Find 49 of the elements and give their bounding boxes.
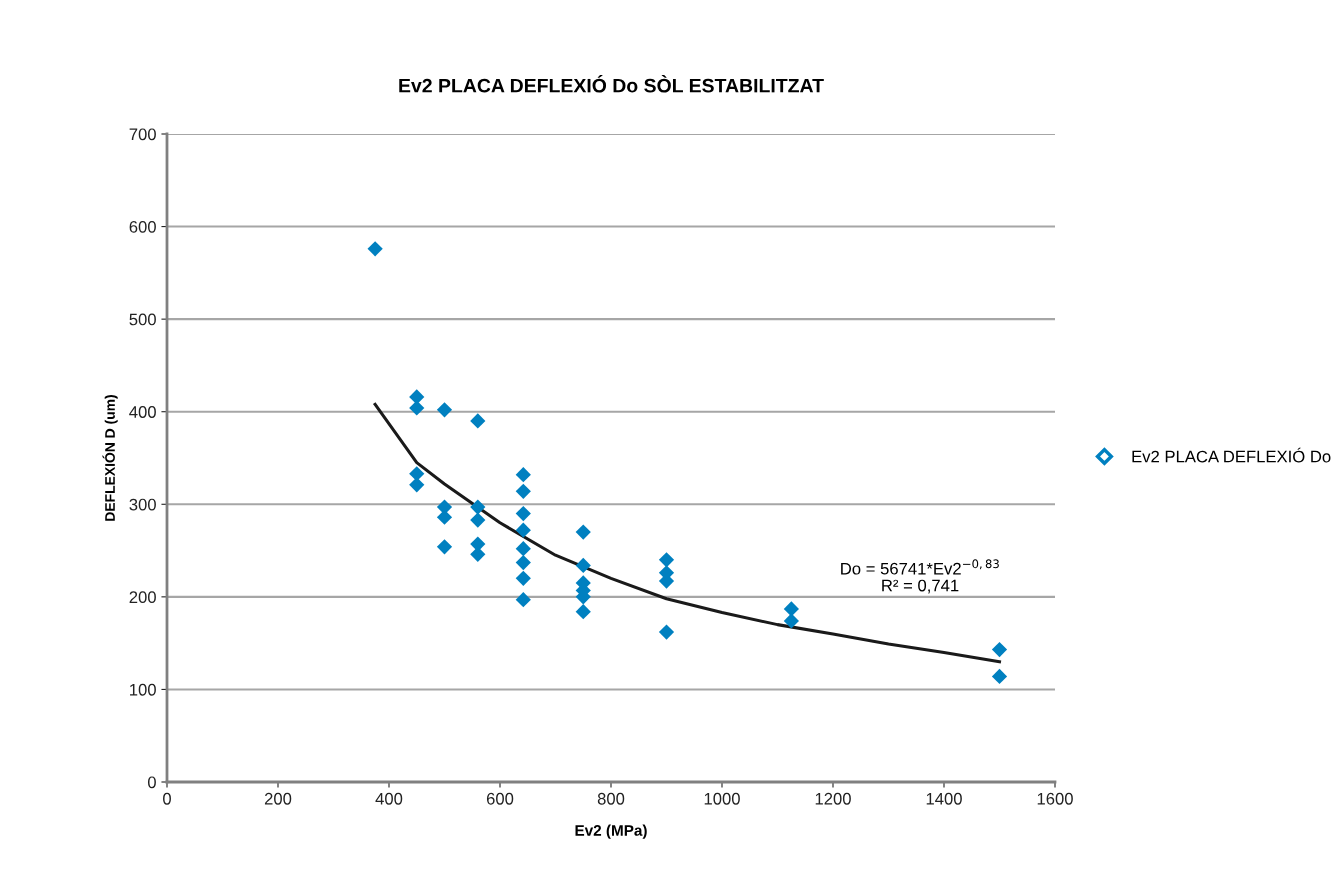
x-tick-label: 800 (597, 792, 625, 805)
point (575, 604, 591, 620)
point (783, 601, 799, 617)
x-tick-label: 1000 (704, 792, 740, 805)
x-tick-label: 1200 (815, 792, 851, 805)
point (575, 557, 591, 573)
x-tick-label: 1400 (926, 792, 962, 805)
legend-label: Ev2 PLACA DEFLEXIÓ Do (1132, 447, 1331, 463)
x-tick-label: 200 (264, 792, 292, 805)
point (409, 477, 425, 493)
point (575, 524, 591, 540)
x-tick-label: 400 (375, 792, 403, 805)
point (409, 400, 425, 416)
point (436, 402, 453, 418)
point (515, 570, 531, 586)
y-tick-label: 100 (130, 683, 156, 696)
x-tick-label: 1600 (1037, 792, 1073, 805)
point (515, 467, 531, 483)
point (991, 668, 1008, 685)
x-tick-label: 0 (163, 792, 171, 805)
point (470, 413, 486, 429)
y-tick-label: 200 (129, 591, 156, 604)
point (515, 555, 531, 571)
point (367, 241, 383, 257)
point (658, 552, 675, 568)
x-axis-title: Ev2 (MPa) (575, 824, 647, 839)
line-series (373, 402, 1002, 664)
y-tick-label: 0 (147, 776, 156, 789)
y-tick-label: 700 (129, 128, 156, 141)
y-tick-label: 600 (129, 220, 156, 233)
point (515, 541, 531, 557)
point (991, 642, 1008, 658)
point (515, 592, 531, 608)
point (470, 499, 486, 515)
point (515, 505, 531, 522)
point (658, 624, 675, 640)
y-tick-label: 300 (129, 498, 156, 511)
point (515, 522, 531, 538)
y-tick-label: 400 (129, 406, 156, 418)
point (436, 539, 453, 555)
y-tick-label: 500 (129, 313, 156, 326)
point (515, 483, 531, 499)
y-axis-title: DEFLEXIÓN D (um) (102, 395, 118, 521)
point (409, 389, 425, 405)
x-tick-label: 600 (486, 792, 514, 805)
point (470, 512, 486, 528)
annotation: Do = 56741*Ev2$^{−0,83}$ R² = 0,741 (841, 559, 999, 594)
point (783, 613, 799, 629)
chart-title: Ev2 PLACA DEFLEXIÓ Do SÒL ESTABILITZAT (399, 75, 824, 93)
